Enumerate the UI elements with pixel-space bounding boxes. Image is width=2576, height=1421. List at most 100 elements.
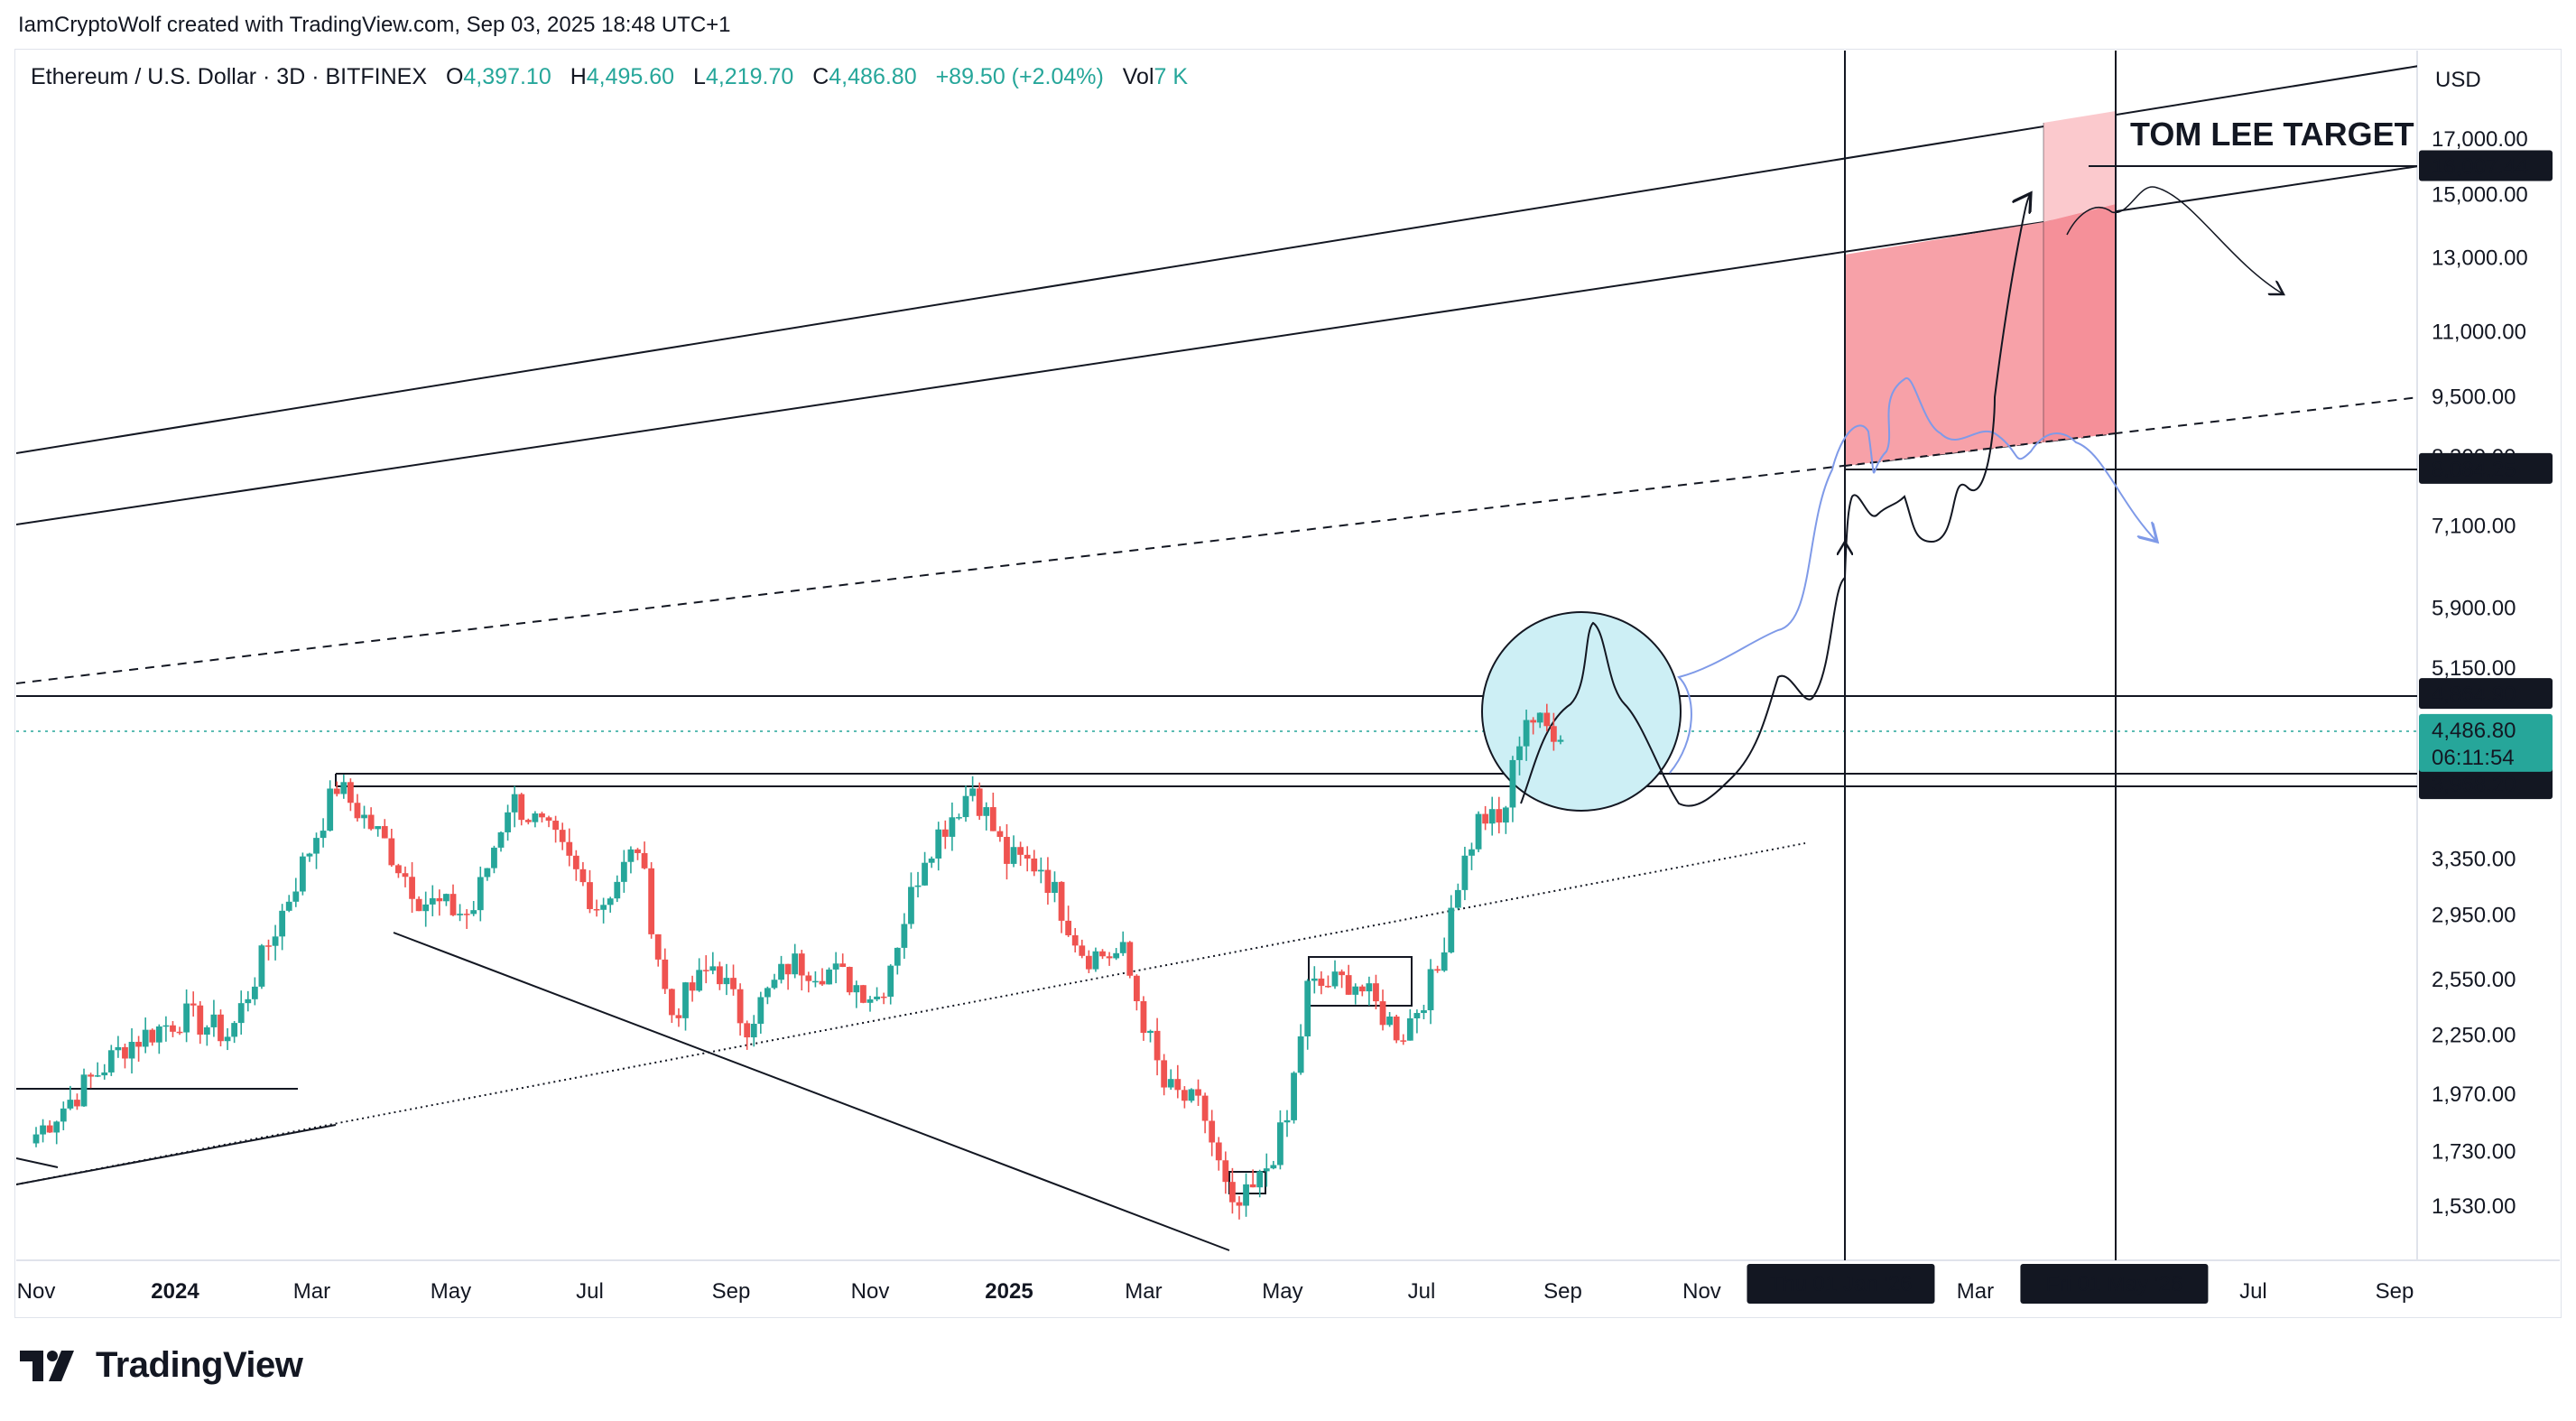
candle-body <box>190 1003 197 1006</box>
candle-body <box>874 996 880 999</box>
candle-body <box>1448 907 1455 952</box>
alt-projection-path[interactable] <box>1669 376 2157 774</box>
candle-body <box>1249 1184 1256 1188</box>
candle-body <box>1140 1000 1147 1034</box>
candle-body <box>94 1075 101 1077</box>
candle-body <box>497 831 505 848</box>
candle-body <box>1024 854 1031 859</box>
candle-body <box>231 1023 238 1037</box>
candle-body <box>347 782 354 803</box>
candle-body <box>1427 969 1434 1011</box>
x-tick-label: Nov <box>17 1279 56 1304</box>
candle-body <box>1017 847 1024 855</box>
candle-body <box>587 882 593 909</box>
price-axis[interactable]: 17,000.00 15,000.00 13,000.00 11,000.00 9,50… <box>2432 127 2528 1219</box>
candle-body <box>155 1026 162 1043</box>
candle-body <box>1434 969 1441 971</box>
candle-body <box>285 901 292 911</box>
candle-body <box>292 891 300 902</box>
candles-layer <box>32 703 1564 1220</box>
candle-body <box>1236 1202 1243 1206</box>
candle-body <box>518 794 525 821</box>
y-tick-label: 9,500.00 <box>2432 385 2516 410</box>
time-axis[interactable]: Nov 2024 Mar May Jul Sep Nov 2025 Mar May Jul Sep No… <box>17 1264 2414 1304</box>
main-projection-path[interactable] <box>1520 193 2031 807</box>
candle-body <box>798 953 805 976</box>
candle-body <box>1133 975 1140 1001</box>
candle-body <box>1263 1168 1270 1172</box>
legend-low: 4,219.70 <box>706 64 793 89</box>
candle-body <box>1454 889 1461 908</box>
candle-body <box>709 966 717 971</box>
candle-body <box>1379 1001 1386 1026</box>
y-tick-label: 1,530.00 <box>2432 1194 2516 1219</box>
candle-body <box>1052 881 1058 893</box>
candle-body <box>983 807 990 816</box>
small-trend-stub[interactable] <box>16 1157 59 1168</box>
candle-body <box>395 865 402 874</box>
candle-body <box>750 1024 757 1038</box>
candle-body <box>265 945 272 947</box>
candle-body <box>914 885 922 887</box>
legend-open: 4,397.10 <box>463 64 551 89</box>
candle-body <box>32 1134 40 1144</box>
candle-body <box>1044 869 1052 893</box>
breakout-highlight-circle[interactable] <box>1481 611 1682 812</box>
candle-body <box>559 830 566 842</box>
y-tick-label: 11,000.00 <box>2432 320 2526 345</box>
candle-body <box>545 817 552 822</box>
post-target-projection[interactable] <box>2066 186 2284 294</box>
candle-body <box>491 847 497 868</box>
price-tag <box>2419 452 2553 484</box>
candle-body <box>1270 1165 1277 1169</box>
candle-body <box>1174 1079 1181 1091</box>
price-tag-label: 3,968.20 <box>2432 773 2516 797</box>
candle-body <box>1325 985 1331 988</box>
candle-body <box>1256 1171 1264 1188</box>
support-solid-segment[interactable] <box>16 1124 337 1185</box>
candle-body <box>1502 807 1509 823</box>
price-tag <box>2419 150 2553 181</box>
legend-high: 4,495.60 <box>587 64 674 89</box>
price-tag <box>2419 768 2553 800</box>
candle-body <box>1161 1060 1168 1088</box>
candle-body <box>60 1108 67 1122</box>
target-zone-overlap <box>2043 204 2116 442</box>
candle-body <box>860 985 866 1003</box>
candle-body <box>668 989 675 1016</box>
candle-body <box>381 826 388 839</box>
candle-body <box>846 967 853 993</box>
candle-body <box>1488 809 1496 824</box>
candle-body <box>1037 869 1044 872</box>
candle-body <box>80 1074 88 1107</box>
candle-body <box>1523 720 1530 747</box>
candle-body <box>251 986 258 999</box>
candle-body <box>552 821 560 831</box>
candle-body <box>1071 934 1079 946</box>
candle-body <box>1482 813 1489 824</box>
candle-body <box>422 904 430 912</box>
x-tick-label: Jul <box>576 1279 604 1304</box>
tom-lee-target-label[interactable]: TOM LEE TARGET <box>2130 116 2414 153</box>
channel-middle-line[interactable] <box>16 165 2419 525</box>
candle-body <box>607 898 614 906</box>
candle-body <box>1222 1160 1229 1183</box>
candle-body <box>819 980 826 985</box>
tom-lee-target-zone[interactable] <box>2043 111 2116 222</box>
tradingview-logo-icon <box>20 1350 74 1381</box>
y-tick-label: 1,970.00 <box>2432 1082 2516 1107</box>
candle-body <box>354 803 361 819</box>
candle-body <box>696 970 703 991</box>
candle-body <box>162 1025 170 1027</box>
candle-body <box>272 936 279 946</box>
candle-body <box>477 877 484 911</box>
y-tick-label: 15,000.00 <box>2432 182 2528 207</box>
descending-trendline[interactable] <box>393 932 1230 1251</box>
candle-body <box>306 853 313 857</box>
candle-body <box>320 831 327 839</box>
support-dotted-trendline[interactable] <box>16 842 1806 1185</box>
candle-body <box>88 1074 94 1077</box>
candle-body <box>1167 1079 1174 1088</box>
channel-upper-line[interactable] <box>16 65 2419 454</box>
